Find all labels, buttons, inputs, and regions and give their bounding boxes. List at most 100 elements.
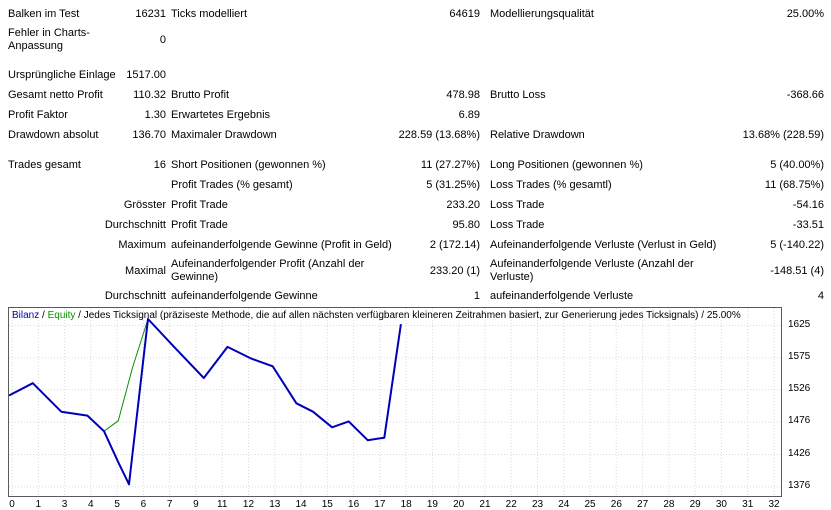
x-axis-label: 32	[768, 499, 780, 510]
stat-label: Drawdown absolut	[8, 128, 99, 141]
bilanz-line	[9, 318, 402, 486]
table-row: Durchschnitt Profit Trade 95.80 Loss Trad…	[8, 215, 824, 235]
x-axis-label: 5	[114, 499, 120, 510]
chart-plot-area: Bilanz / Equity / Jedes Ticksignal (präz…	[8, 307, 782, 497]
table-row: Fehler in Charts-Anpassung 0	[8, 24, 824, 55]
x-axis-label: 28	[663, 499, 675, 510]
legend-equity-label: Equity	[47, 310, 76, 321]
table-row: Drawdown absolut 136.70 Maximaler Drawdow…	[8, 125, 824, 145]
chart-legend: Bilanz / Equity / Jedes Ticksignal (präz…	[12, 310, 741, 321]
stat-label: Loss Trade	[490, 198, 545, 211]
table-row: Balken im Test 16231 Ticks modelliert 6461…	[8, 4, 824, 24]
stat-value: 110.32	[133, 89, 166, 101]
x-axis-label: 24	[558, 499, 570, 510]
stat-label: aufeinanderfolgende Gewinne (Profit in G…	[171, 238, 392, 251]
stat-value: 5 (-140.22)	[770, 239, 824, 251]
x-axis-label: 22	[505, 499, 517, 510]
stat-value: 16231	[135, 8, 166, 20]
table-row: Profit Faktor 1.30 Erwartetes Ergebnis 6.8…	[8, 105, 824, 125]
stat-value: -54.16	[792, 199, 824, 211]
x-axis-label: 11	[217, 499, 228, 510]
x-axis-label: 25	[584, 499, 596, 510]
stat-value: 6.89	[458, 109, 480, 121]
y-axis-label: 1526	[788, 383, 811, 394]
x-axis-label: 7	[166, 499, 173, 510]
stat-value: 13.68% (228.59)	[742, 129, 824, 141]
stat-value: Maximum	[118, 239, 166, 251]
legend-separator: /	[39, 310, 48, 321]
x-axis-label: 23	[531, 499, 544, 510]
stat-label: Profit Trade	[171, 218, 228, 231]
stat-label: Loss Trade	[490, 218, 545, 231]
x-axis-label: 17	[374, 499, 386, 510]
stat-value: 11 (68.75%)	[764, 179, 824, 191]
table-row: Grösster Profit Trade 233.20 Loss Trade -5…	[8, 195, 824, 215]
stat-value: 64619	[449, 8, 480, 20]
stat-value: Maximal	[125, 264, 166, 277]
x-axis-label: 29	[689, 499, 701, 510]
stat-label: Maximaler Drawdown	[171, 128, 277, 141]
stat-label: Gesamt netto Profit	[8, 88, 103, 101]
x-axis-label: 31	[742, 499, 754, 510]
stat-label: Fehler in Charts-Anpassung	[8, 26, 90, 52]
stat-label: Brutto Loss	[490, 88, 546, 101]
stat-label: Aufeinanderfolgende Verluste (Verlust in…	[490, 238, 717, 251]
stat-value: 5 (40.00%)	[770, 159, 824, 171]
x-axis-label: 0	[9, 499, 15, 510]
stat-value: 4	[817, 290, 824, 302]
table-row: Gesamt netto Profit 110.32 Brutto Profit 4…	[8, 85, 824, 105]
y-axis-label: 1376	[788, 480, 811, 491]
stat-value: -148.51 (4)	[770, 264, 824, 277]
x-axis-label: 12	[242, 499, 255, 510]
stat-label: aufeinanderfolgende Gewinne	[171, 289, 318, 302]
equity-chart: Bilanz / Equity / Jedes Ticksignal (präz…	[0, 307, 831, 510]
stat-value: 233.20 (1)	[429, 264, 480, 277]
stat-label: Profit Trades (% gesamt)	[171, 178, 293, 191]
x-axis-label: 19	[426, 499, 438, 510]
stat-value: 136.70	[132, 129, 166, 141]
table-row: Profit Trades (% gesamt) 5 (31.25%) Loss …	[8, 175, 824, 195]
table-row: Trades gesamt 16 Short Positionen (gewonn…	[8, 155, 824, 175]
stat-value: 1	[473, 290, 480, 302]
x-axis-label: 3	[61, 499, 68, 510]
y-axis-label: 1625	[788, 319, 811, 330]
stats-table: Balken im Test 16231 Ticks modelliert 6461…	[8, 4, 824, 303]
stat-label: Aufeinanderfolgender Profit (Anzahl der …	[171, 257, 365, 283]
stat-value: 16	[153, 159, 166, 171]
stat-label: Ticks modelliert	[171, 7, 247, 20]
stat-value: Durchschnitt	[104, 219, 166, 231]
x-axis-label: 27	[637, 499, 649, 510]
x-axis-label: 4	[88, 499, 94, 510]
stat-label: Balken im Test	[8, 7, 80, 20]
stat-value: 228.59 (13.68%)	[398, 129, 480, 141]
stat-value: 1517.00	[126, 69, 166, 81]
y-axis-label: 1575	[788, 351, 811, 362]
x-axis-label: 18	[400, 499, 412, 510]
stat-label: Modellierungsqualität	[490, 7, 594, 20]
stat-value: Grösster	[123, 199, 166, 211]
x-axis-label: 30	[715, 499, 727, 510]
x-axis-label: 26	[610, 499, 622, 510]
stat-value: 1.30	[144, 109, 166, 121]
stat-label: Profit Faktor	[8, 108, 68, 121]
stat-label: Relative Drawdown	[490, 128, 585, 141]
table-row: Ursprüngliche Einlage 1517.00	[8, 65, 824, 85]
stat-value: 233.20	[446, 199, 480, 211]
equity-line	[103, 318, 149, 432]
x-axis-label: 21	[479, 499, 491, 510]
stat-label: Ursprüngliche Einlage	[8, 68, 116, 81]
stat-value: 11 (27.27%)	[420, 159, 480, 171]
x-axis-label: 16	[348, 499, 360, 510]
legend-balance-label: Bilanz	[12, 310, 40, 321]
x-axis-label: 20	[453, 499, 465, 510]
stat-value: 25.00%	[786, 8, 824, 20]
x-axis-label: 9	[193, 499, 199, 510]
legend-separator: /	[75, 310, 84, 321]
x-axis-label: 13	[269, 499, 281, 510]
y-axis-label: 1426	[788, 448, 811, 459]
y-axis-label: 1476	[788, 415, 811, 426]
stat-label: Trades gesamt	[8, 158, 81, 171]
stat-value: -33.51	[792, 219, 824, 231]
stat-label: Short Positionen (gewonnen %)	[171, 158, 326, 171]
